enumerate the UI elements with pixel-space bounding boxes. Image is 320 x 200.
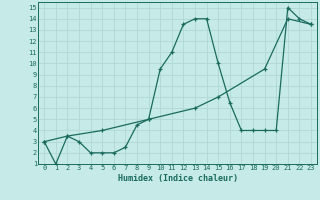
X-axis label: Humidex (Indice chaleur): Humidex (Indice chaleur) bbox=[118, 174, 238, 183]
